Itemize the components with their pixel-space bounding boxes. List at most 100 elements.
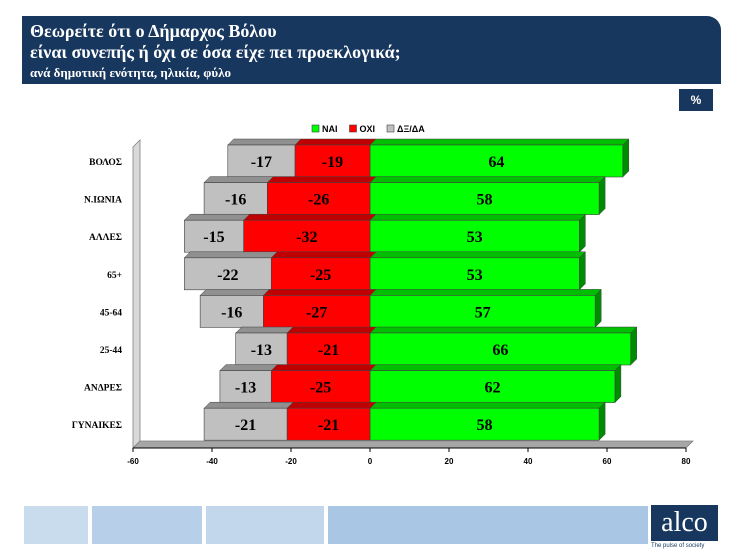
x-tick-label: 0 [368,457,373,466]
bar [219,370,272,403]
x-tick-label: 80 [682,457,691,466]
bar-value-label: 53 [467,229,483,246]
footer-bar [0,503,749,559]
bar [184,219,244,253]
bar-side-face [614,363,622,404]
bar-top-face [219,364,278,371]
bar [243,219,371,253]
bar-value-label: -21 [318,342,339,359]
bar-top-face [369,289,602,296]
bar-top-face [286,401,377,409]
bar-top-face [369,364,622,371]
bar-value-label: -21 [318,417,339,434]
alco-logo: alco [651,505,718,541]
chart-title-line-2: είναι συνεπής ή όχι σε όσα είχε πει προε… [30,42,401,62]
legend-entry: ΔΞ/ΔΑ [397,124,425,134]
category-label: ΑΛΛΕΣ [89,233,122,243]
bar-top-face [199,289,270,296]
bar-value-label: -32 [296,229,317,246]
axis-floor [132,440,694,449]
footer-block [328,506,648,544]
bar-value-label: -16 [225,192,246,209]
bar [369,219,580,253]
footer-block [206,506,324,544]
bar-top-face [242,213,377,221]
legend-entry: ΟΧΙ [360,124,376,134]
bar [235,332,288,366]
bar-top-face [235,326,294,334]
bar-value-label: -21 [235,417,256,434]
bar-top-face [262,289,377,296]
category-label: ΓΥΝΑΙΚΕΣ [72,421,122,431]
bar-top-face [369,326,638,334]
x-tick-label: 60 [603,457,612,466]
stacked-bar-chart: -60 -40 -20 0 20 40 60 80 ΒΟΛΟΣ 64 -19 -17 Ν.ΙΩΝΙΑ 58… [72,124,694,466]
axis-back-wall [132,139,141,449]
bar-value-label: 66 [492,342,508,359]
bar [203,407,288,441]
header-banner: Θεωρείτε ότι ο Δήμαρχος Βόλου είναι συνε… [22,16,721,84]
legend-swatch [349,124,357,133]
bar-value-label: -19 [322,154,343,171]
chart-title-line-1: Θεωρείτε ότι ο Δήμαρχος Βόλου [30,21,277,41]
category-label: ΑΝΔΡΕΣ [84,384,122,394]
category-label: ΒΟΛΟΣ [89,158,122,168]
bar-side-face [594,288,602,329]
bar [270,257,371,291]
bar-top-face [369,401,606,409]
bar-top-face [270,251,377,259]
bar-top-face [227,138,302,146]
category-label: Ν.ΙΩΝΙΑ [84,196,122,206]
bar-side-face [579,251,586,291]
bar-value-label: -15 [203,229,224,246]
bar-side-face [598,175,606,216]
bar-value-label: 58 [477,192,493,209]
bar-value-label: 58 [477,417,493,434]
bar-value-label: 57 [475,304,491,321]
bar [286,407,371,441]
footer-block [24,506,88,544]
bar-side-face [622,138,630,178]
bar-value-label: 64 [488,154,504,171]
bar [369,257,580,291]
bar-value-label: -25 [310,380,331,397]
bar [227,144,296,178]
bar [184,257,272,291]
bar-top-face [286,326,377,334]
bar-top-face [270,364,377,371]
legend-entry: ΝΑΙ [322,124,338,134]
bar [369,182,600,215]
bar [263,295,371,328]
bar-side-face [630,326,637,366]
bar-top-face [203,401,294,409]
bar-value-label: 62 [484,380,500,397]
bar-top-face [369,176,606,183]
bar-value-label: -13 [235,380,256,397]
bar-top-face [369,213,586,221]
category-label: 65+ [107,271,122,281]
bar [369,370,616,403]
category-label: 25-44 [100,346,122,356]
bar-value-label: -26 [308,192,329,209]
bar-value-label: -17 [251,154,272,171]
bar-value-label: -22 [217,267,238,284]
bar-side-face [598,401,606,441]
bar-top-face [183,251,278,259]
bar [266,182,371,215]
bar-top-face [203,176,274,183]
category-label: 45-64 [100,308,122,318]
bar-top-face [266,176,377,183]
bar [294,144,371,178]
bar-top-face [369,138,630,146]
logo-tagline: The pulse of society [651,543,705,549]
percent-badge: % [679,89,713,111]
bar [286,332,371,366]
bar [369,295,596,328]
x-tick-label: -40 [206,457,218,466]
chart-subtitle: ανά δημοτική ενότητα, ηλικία, φύλο [30,65,231,80]
x-tick-label: -20 [285,457,297,466]
bar-side-face [579,213,586,253]
bar-value-label: -25 [310,267,331,284]
bar-value-label: 53 [467,267,483,284]
bar-top-face [183,213,251,221]
